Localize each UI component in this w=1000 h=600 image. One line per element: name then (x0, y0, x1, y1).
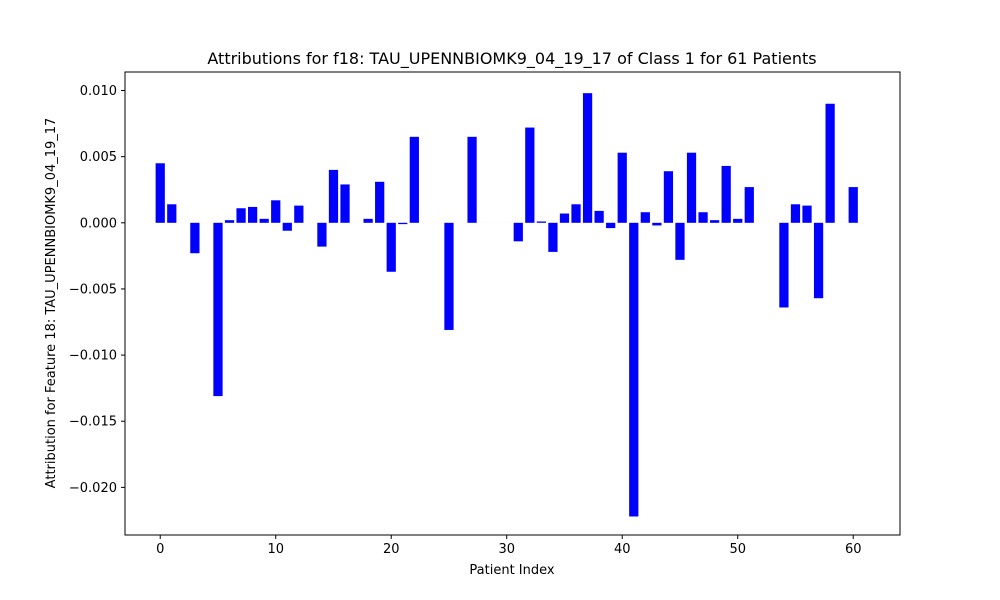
y-tick-label: −0.005 (69, 282, 117, 297)
bar-patient-58 (825, 103, 835, 223)
bar-patient-45 (675, 222, 685, 260)
bar-patient-46 (686, 152, 697, 223)
bar-patient-27 (467, 136, 477, 223)
bar-patient-39 (606, 222, 616, 229)
x-tick-label: 20 (383, 542, 400, 557)
bar-patient-41 (629, 222, 639, 517)
bar-patient-5 (213, 222, 223, 397)
x-axis: 0 10 20 30 40 50 60 (156, 535, 861, 557)
bar-patient-35 (559, 213, 570, 223)
x-tick-label: 30 (498, 542, 515, 557)
y-tick-label: −0.010 (69, 349, 117, 364)
bar-patient-44 (663, 171, 674, 223)
y-tick-label: 0.000 (80, 216, 117, 231)
bar-patient-12 (294, 205, 304, 223)
bar-patient-34 (548, 222, 558, 252)
bar-patient-3 (190, 222, 200, 254)
bar-patient-9 (259, 218, 269, 223)
bar-patient-8 (248, 206, 258, 223)
bar-patient-14 (317, 222, 327, 247)
bar-patient-43 (652, 222, 662, 226)
bar-patient-11 (282, 222, 292, 231)
bar-patient-10 (271, 200, 281, 223)
bar-patient-56 (802, 205, 812, 223)
bar-patient-51 (744, 187, 754, 223)
bar-patient-42 (640, 212, 650, 223)
y-tick-label: 0.010 (80, 84, 117, 99)
bar-patient-36 (571, 204, 581, 223)
bar-patient-31 (513, 222, 523, 242)
bar-patient-49 (721, 165, 731, 223)
x-tick-label: 0 (156, 542, 164, 557)
x-tick-label: 40 (614, 542, 631, 557)
bar-patient-7 (236, 208, 246, 223)
bar-patient-19 (375, 181, 385, 223)
bar-patient-25 (444, 222, 454, 330)
bar-patient-18 (363, 218, 373, 223)
bar-patient-1 (167, 204, 177, 223)
y-tick-label: −0.020 (69, 481, 117, 496)
y-axis-label: Attribution for Feature 18: TAU_UPENNBIO… (44, 118, 59, 489)
x-tick-label: 10 (267, 542, 284, 557)
bar-patient-50 (733, 218, 743, 223)
bar-patient-60 (848, 187, 858, 223)
bar-patient-40 (617, 152, 627, 223)
bar-patient-32 (525, 127, 535, 223)
chart-title: Attributions for f18: TAU_UPENNBIOMK9_04… (207, 49, 816, 69)
bar-patient-57 (813, 222, 824, 299)
plot-frame (124, 71, 901, 536)
bar-patient-20 (386, 222, 396, 272)
y-tick-label: 0.005 (80, 150, 117, 165)
bar-patient-33 (536, 221, 546, 223)
y-tick-label: −0.015 (69, 415, 117, 430)
bar-patient-6 (224, 220, 235, 223)
x-tick-label: 60 (845, 542, 862, 557)
x-tick-label: 50 (729, 542, 746, 557)
bar-patient-37 (582, 93, 593, 223)
bar-patient-15 (328, 169, 339, 223)
bar-patient-0 (155, 163, 165, 223)
bar-patient-47 (698, 212, 708, 223)
x-axis-label: Patient Index (469, 563, 554, 578)
bar-patient-54 (779, 222, 789, 308)
bar-patient-22 (409, 136, 419, 223)
bar-patient-55 (790, 204, 801, 223)
bar-patient-21 (398, 222, 408, 225)
bars-group (155, 93, 858, 517)
bar-patient-38 (594, 210, 604, 223)
bar-patient-16 (340, 184, 350, 223)
bar-patient-48 (710, 220, 720, 223)
y-axis: −0.020 −0.015 −0.010 −0.005 0.000 0.005 0.010 (69, 84, 125, 496)
